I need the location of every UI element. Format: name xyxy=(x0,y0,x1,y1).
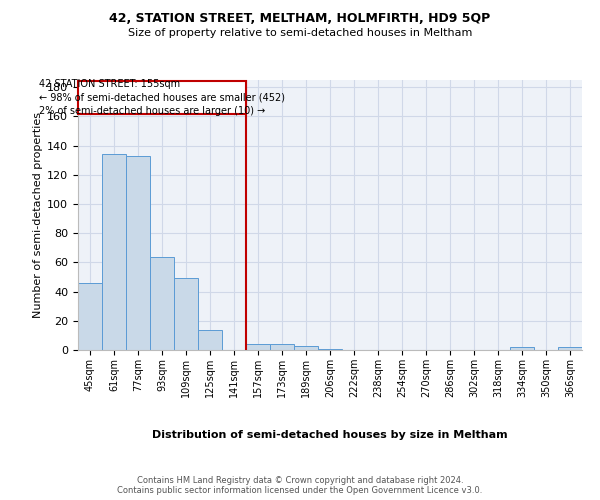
Bar xyxy=(150,256,174,350)
Bar xyxy=(270,344,294,350)
FancyBboxPatch shape xyxy=(78,82,246,114)
Bar xyxy=(78,283,102,350)
Bar xyxy=(318,348,342,350)
Bar xyxy=(102,154,126,350)
Text: Size of property relative to semi-detached houses in Meltham: Size of property relative to semi-detach… xyxy=(128,28,472,38)
Text: 42 STATION STREET: 155sqm
← 98% of semi-detached houses are smaller (452)
2% of : 42 STATION STREET: 155sqm ← 98% of semi-… xyxy=(39,80,285,116)
Bar xyxy=(246,344,270,350)
Text: Distribution of semi-detached houses by size in Meltham: Distribution of semi-detached houses by … xyxy=(152,430,508,440)
Text: Contains HM Land Registry data © Crown copyright and database right 2024.: Contains HM Land Registry data © Crown c… xyxy=(137,476,463,485)
Bar xyxy=(174,278,198,350)
Text: Contains public sector information licensed under the Open Government Licence v3: Contains public sector information licen… xyxy=(118,486,482,495)
Bar xyxy=(558,347,582,350)
Bar xyxy=(510,347,534,350)
Bar xyxy=(126,156,150,350)
Y-axis label: Number of semi-detached properties: Number of semi-detached properties xyxy=(33,112,43,318)
Bar xyxy=(198,330,222,350)
Text: 42, STATION STREET, MELTHAM, HOLMFIRTH, HD9 5QP: 42, STATION STREET, MELTHAM, HOLMFIRTH, … xyxy=(109,12,491,26)
Bar xyxy=(294,346,318,350)
